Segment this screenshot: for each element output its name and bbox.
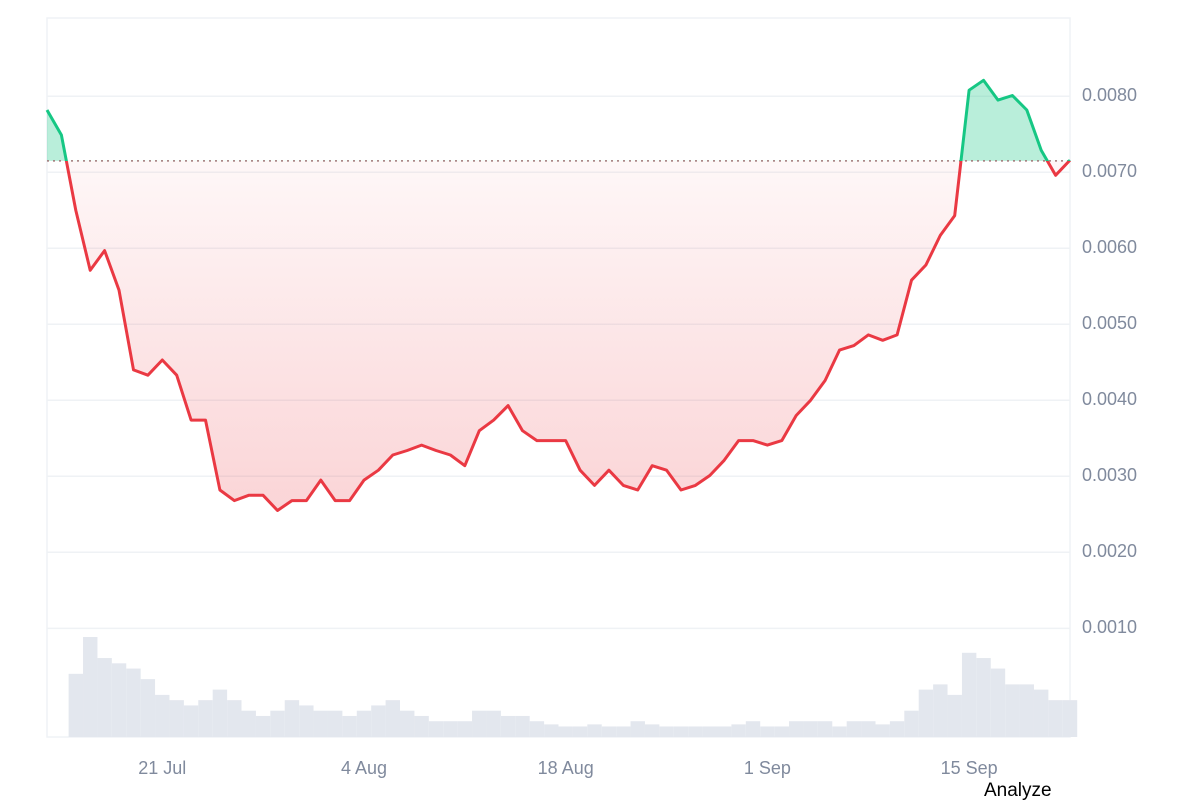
volume-bar [457, 721, 473, 737]
volume-bar [400, 710, 415, 737]
volume-bar [500, 715, 516, 737]
volume-bar [1005, 684, 1020, 737]
volume-bar [904, 710, 919, 737]
volume-bar [299, 705, 314, 737]
x-tick-label: 21 Jul [138, 758, 186, 778]
volume-bar [198, 700, 213, 737]
volume-bar [933, 684, 948, 737]
x-tick-label: 15 Sep [941, 758, 998, 778]
volume-bar [601, 726, 617, 737]
volume-bar [544, 724, 559, 737]
volume-bar [745, 721, 761, 737]
volume-bar [443, 721, 458, 737]
price-line [45, 78, 1072, 512]
volume-bar [428, 721, 444, 737]
volume-bar [486, 710, 501, 737]
x-tick-label: 4 Aug [341, 758, 387, 778]
volume-bar [990, 668, 1006, 737]
volume-bar [68, 673, 84, 737]
volume-bar [832, 726, 847, 737]
volume-bar [1033, 689, 1049, 737]
volume-bar [702, 726, 717, 737]
volume-bar [673, 726, 689, 737]
volume-bar [515, 715, 530, 737]
volume-bar [803, 721, 818, 737]
analyze-button[interactable]: Analyze [984, 780, 1052, 801]
volume-bar [947, 694, 962, 737]
volume-bar [846, 721, 862, 737]
volume-bar [529, 721, 545, 737]
volume-bar [587, 724, 602, 737]
volume-bar [616, 726, 631, 737]
x-tick-label: 1 Sep [744, 758, 791, 778]
volume-bar [1048, 700, 1063, 737]
volume-bar [169, 700, 184, 737]
price-area [47, 80, 1070, 511]
volume-bar [227, 700, 242, 737]
volume-bar [327, 710, 343, 737]
volume-bar [155, 694, 170, 737]
volume-bar [284, 700, 300, 737]
volume-bar [976, 658, 991, 737]
volume-bar [572, 726, 588, 737]
volume-bar [644, 724, 660, 737]
volume-bar [716, 726, 732, 737]
volume-bar [371, 705, 386, 737]
volume-bar [140, 679, 156, 737]
volume-bar [789, 721, 804, 737]
volume-bar [1062, 700, 1078, 737]
volume-bar [472, 710, 487, 737]
volume-bar [212, 689, 228, 737]
volume-bar [385, 700, 401, 737]
y-tick-label: 0.0060 [1082, 237, 1137, 257]
volume-bar [659, 726, 674, 737]
volume-bar [918, 689, 934, 737]
volume-bar [270, 710, 285, 737]
volume-bar [83, 637, 98, 737]
volume-bar [817, 721, 833, 737]
volume-bar [414, 715, 429, 737]
volume-bar [1019, 684, 1034, 737]
volume-bar [875, 724, 890, 737]
volume-bar [861, 721, 876, 737]
volume-bar [97, 658, 112, 737]
volume-bar [760, 726, 775, 737]
y-tick-label: 0.0070 [1082, 161, 1137, 181]
volume-bar [313, 710, 328, 737]
volume-bar [558, 726, 573, 737]
volume-bar [961, 652, 977, 737]
volume-bar [111, 663, 127, 737]
volume-bar [342, 715, 357, 737]
y-tick-label: 0.0030 [1082, 465, 1137, 485]
y-tick-label: 0.0080 [1082, 85, 1137, 105]
volume-bar [688, 726, 703, 737]
volume-bar [889, 721, 905, 737]
volume-bar [774, 726, 790, 737]
x-tick-label: 18 Aug [538, 758, 594, 778]
volume-bar [356, 710, 372, 737]
volume-bar [255, 715, 271, 737]
y-tick-label: 0.0010 [1082, 617, 1137, 637]
volume-bar [183, 705, 199, 737]
y-tick-label: 0.0050 [1082, 313, 1137, 333]
volume-bar [731, 724, 746, 737]
y-tick-label: 0.0040 [1082, 389, 1137, 409]
volume-bar [241, 710, 256, 737]
y-tick-label: 0.0020 [1082, 541, 1137, 561]
volume-bar [126, 668, 141, 737]
volume-bar [630, 721, 645, 737]
